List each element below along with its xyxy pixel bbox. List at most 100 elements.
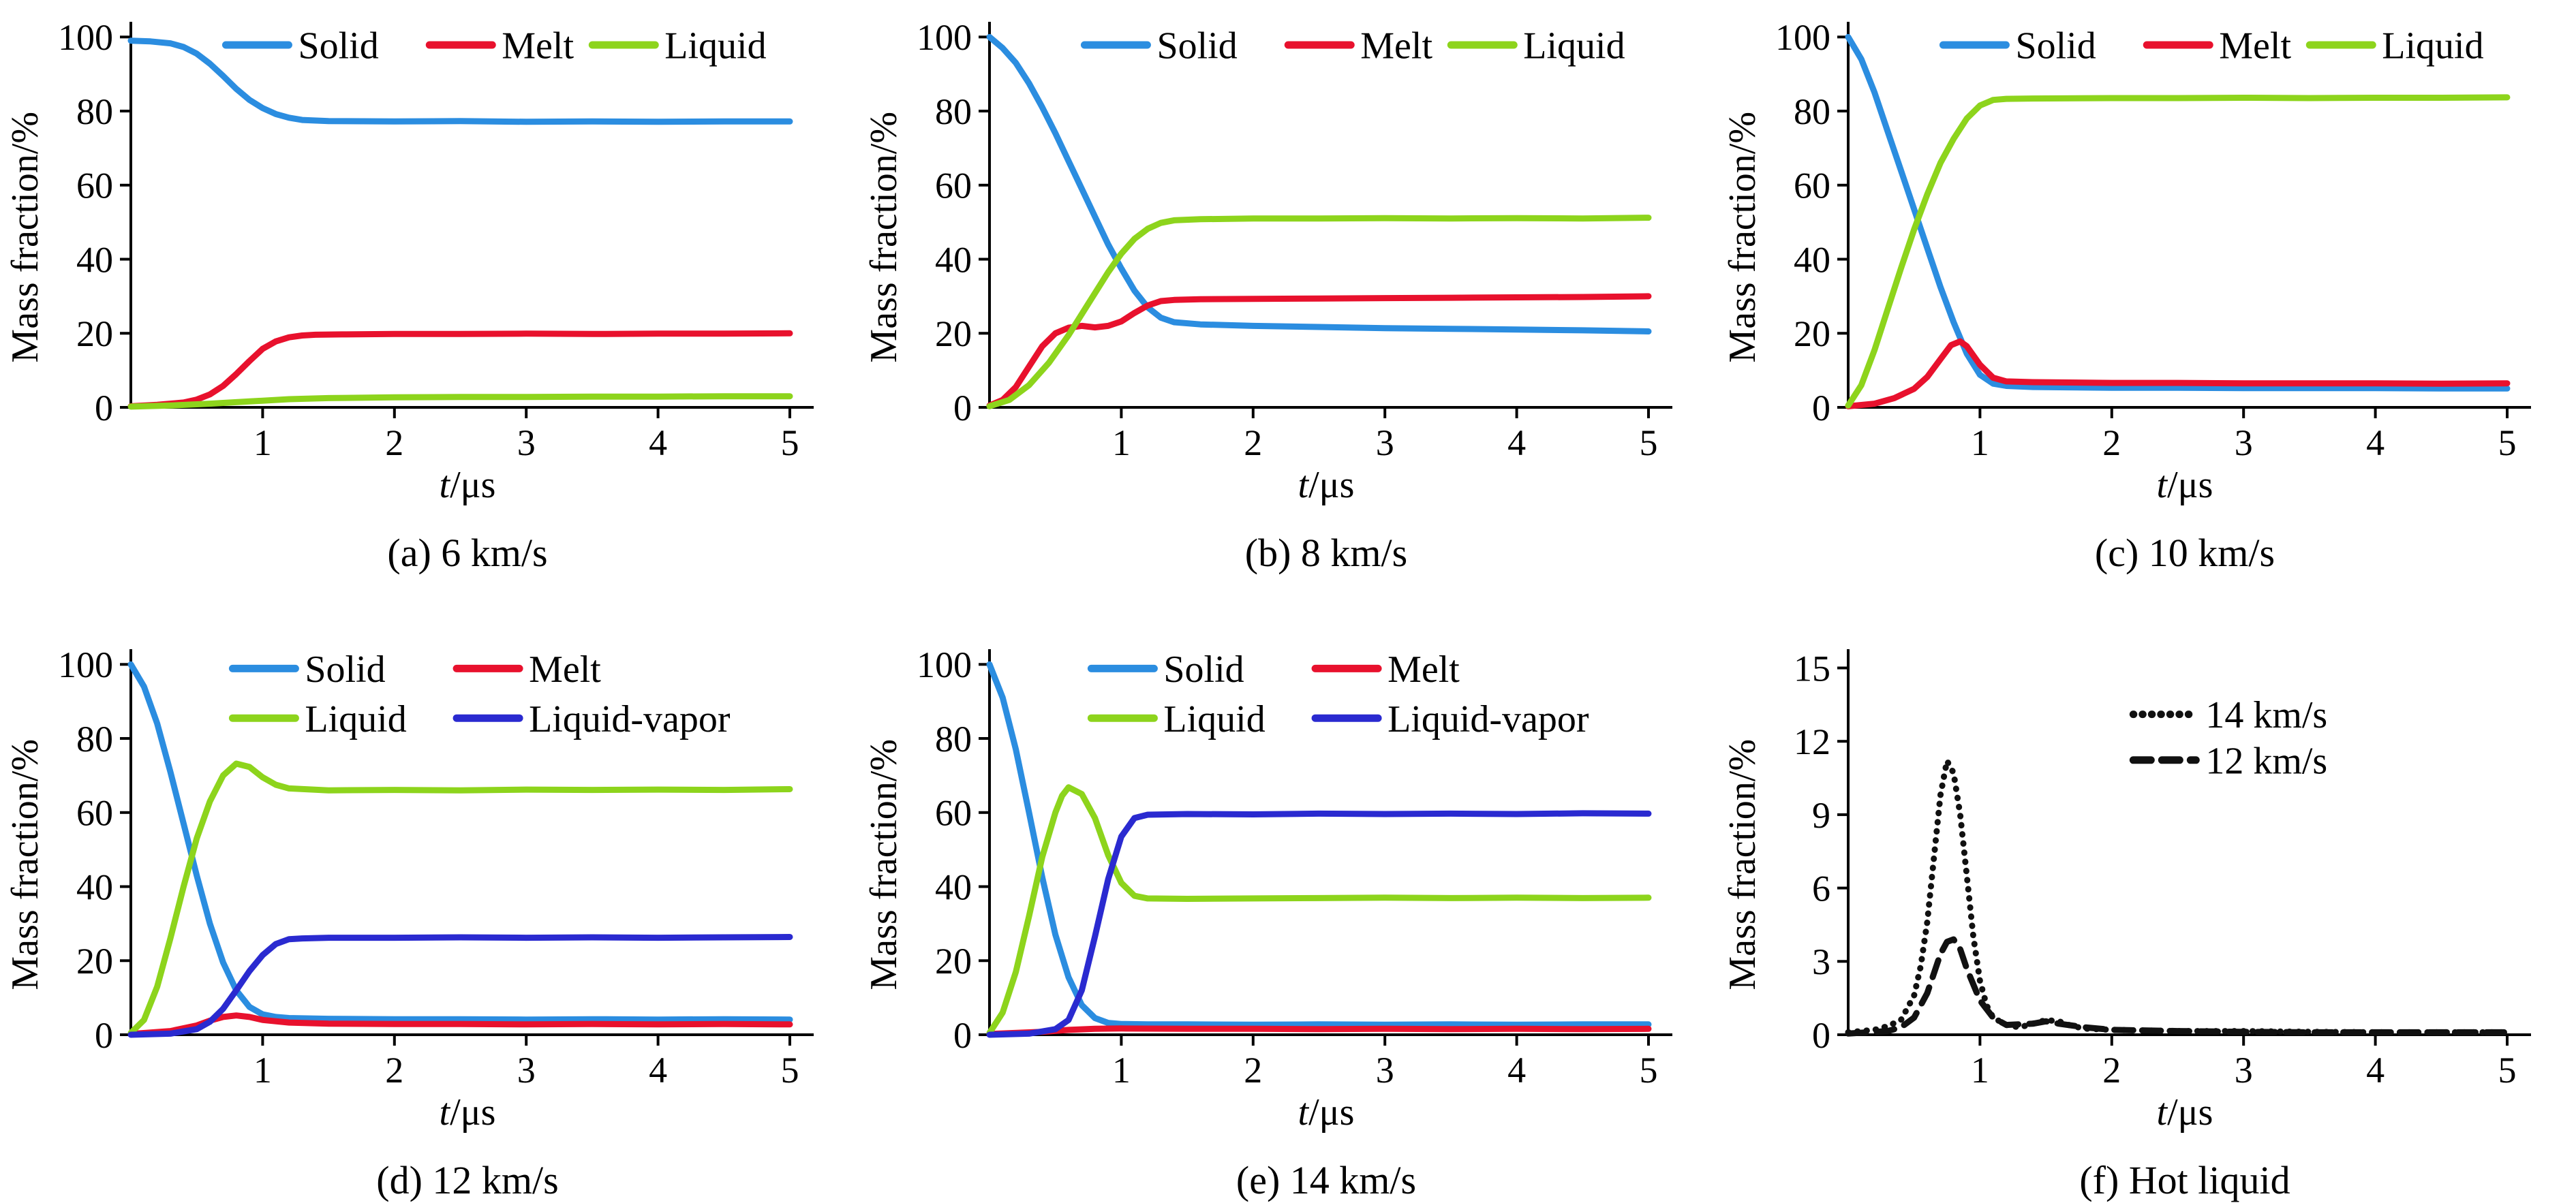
y-axis-label-wrap: Mass fraction/% [859, 12, 909, 462]
chart-area-b: Mass fraction/% 1 2 3 4 5 0 20 40 60 80 100 Solid Me… [859, 12, 1717, 462]
panel-b: Mass fraction/% 1 2 3 4 5 0 20 40 60 80 100 Solid Me… [859, 0, 1717, 599]
y-tick-label: 0 [1812, 388, 1830, 428]
y-axis-label: Mass fraction/% [1721, 111, 1764, 363]
x-axis-label-unit: /μs [450, 464, 496, 506]
x-tick-label: 4 [649, 1050, 667, 1089]
chart-d: 1 2 3 4 5 0 20 40 60 80 100 Solid Melt Liquid Liquid-v… [58, 644, 814, 1089]
series-line-liquid [1845, 94, 2511, 409]
legend-label: Melt [2219, 25, 2291, 67]
chart-c: 1 2 3 4 5 0 20 40 60 80 100 Solid Melt Liquid [1775, 17, 2531, 462]
legend-label: 14 km/s [2205, 694, 2327, 736]
legend-label: Liquid [1163, 698, 1265, 740]
x-tick-label: 2 [385, 422, 403, 462]
y-tick-label: 3 [1812, 941, 1830, 982]
y-tick-label: 40 [76, 239, 113, 280]
legend-label: Liquid-vapor [1387, 698, 1589, 740]
legend-label: Melt [1387, 649, 1460, 691]
legend-label: Liquid [305, 698, 406, 740]
panel-caption: (f) Hot liquid [2079, 1158, 2290, 1202]
panel-f: Mass fraction/% 1 2 3 4 5 0 3 6 9 12 15 14 km/s 12 k… [1717, 599, 2576, 1202]
x-tick-label: 4 [1507, 422, 1526, 462]
legend-label: Solid [305, 649, 385, 691]
x-tick-label: 3 [2235, 422, 2253, 462]
y-tick-label: 60 [935, 166, 972, 206]
x-axis-label: t/μs [1717, 463, 2576, 507]
y-axis-label: Mass fraction/% [863, 738, 905, 990]
x-axis-label-symbol: t [2156, 464, 2168, 506]
y-tick-label: 20 [76, 313, 113, 354]
x-axis-label-unit: /μs [2167, 464, 2213, 506]
y-tick-label: 0 [953, 388, 972, 428]
x-axis-label: t/μs [0, 463, 859, 507]
x-tick-label: 2 [2102, 422, 2121, 462]
x-axis-label-unit: /μs [2167, 1091, 2213, 1134]
x-tick-label: 5 [2498, 422, 2516, 462]
chart-b: 1 2 3 4 5 0 20 40 60 80 100 Solid Melt Liquid [917, 17, 1672, 462]
y-tick-label: 100 [917, 17, 972, 58]
y-tick-label: 0 [95, 388, 113, 428]
y-axis-label: Mass fraction/% [1721, 738, 1764, 990]
x-tick-label: 1 [1971, 1050, 1989, 1089]
legend-label: Solid [298, 25, 378, 67]
x-tick-label: 1 [1971, 422, 1989, 462]
panel-d: Mass fraction/% 1 2 3 4 5 0 20 40 60 80 100 Solid Me… [0, 599, 859, 1202]
y-tick-label: 80 [935, 719, 972, 760]
y-tick-label: 80 [76, 719, 113, 760]
legend-label: Liquid [664, 25, 766, 67]
x-axis-label-unit: /μs [1308, 1091, 1355, 1134]
y-tick-label: 6 [1812, 869, 1830, 909]
x-tick-label: 2 [1244, 1050, 1262, 1089]
y-tick-label: 40 [76, 866, 113, 907]
y-axis-label-wrap: Mass fraction/% [0, 12, 50, 462]
x-tick-label: 1 [254, 422, 272, 462]
x-axis-label-symbol: t [1298, 1091, 1309, 1134]
x-axis-label-symbol: t [1298, 464, 1309, 506]
chart-e: 1 2 3 4 5 0 20 40 60 80 100 Solid Melt Liquid Liquid-v… [917, 644, 1672, 1089]
y-axis-label: Mass fraction/% [863, 111, 905, 363]
chart-area-c: Mass fraction/% 1 2 3 4 5 0 20 40 60 80 100 Solid Me… [1717, 12, 2576, 462]
y-tick-label: 100 [1775, 17, 1830, 58]
x-tick-label: 5 [780, 422, 799, 462]
x-tick-label: 4 [2366, 422, 2385, 462]
y-tick-label: 20 [76, 941, 113, 982]
y-tick-label: 0 [1812, 1015, 1830, 1056]
y-tick-label: 100 [917, 644, 972, 685]
x-axis-label: t/μs [859, 1091, 1717, 1134]
y-tick-label: 100 [58, 17, 113, 58]
y-tick-label: 60 [1794, 166, 1830, 206]
x-tick-label: 1 [1112, 422, 1131, 462]
series-line-liquid [986, 784, 1652, 1036]
legend-label: Melt [502, 25, 574, 67]
y-tick-label: 9 [1812, 795, 1830, 836]
y-tick-label: 80 [1794, 91, 1830, 132]
x-axis-label-symbol: t [439, 464, 450, 506]
series-line-melt [986, 1025, 1652, 1037]
x-tick-label: 2 [2102, 1050, 2121, 1089]
x-tick-label: 1 [254, 1050, 272, 1089]
legend-label: Solid [1163, 649, 1244, 691]
chart-a: 1 2 3 4 5 0 20 40 60 80 100 Solid Melt Liquid [58, 17, 814, 462]
series-line-solid [986, 33, 1652, 334]
y-axis-label-wrap: Mass fraction/% [0, 640, 50, 1089]
panel-a: Mass fraction/% 1 2 3 4 5 0 20 40 60 80 100 Solid Me… [0, 0, 859, 599]
panel-caption: (d) 12 km/s [376, 1158, 559, 1202]
y-tick-label: 0 [953, 1015, 972, 1056]
y-tick-label: 80 [76, 91, 113, 132]
x-tick-label: 5 [780, 1050, 799, 1089]
y-axis-label-wrap: Mass fraction/% [859, 640, 909, 1089]
x-tick-label: 5 [1639, 422, 1657, 462]
series-line-melt [127, 330, 793, 409]
x-tick-label: 1 [1112, 1050, 1131, 1089]
legend-label: Solid [1156, 25, 1237, 67]
x-tick-label: 3 [1376, 1050, 1394, 1089]
y-tick-label: 60 [76, 793, 113, 834]
chart-area-e: Mass fraction/% 1 2 3 4 5 0 20 40 60 80 100 Solid Me… [859, 640, 1717, 1089]
chart-area-f: Mass fraction/% 1 2 3 4 5 0 3 6 9 12 15 14 km/s 12 k… [1717, 640, 2576, 1089]
panel-e: Mass fraction/% 1 2 3 4 5 0 20 40 60 80 100 Solid Me… [859, 599, 1717, 1202]
series-line-liquid [127, 760, 793, 1036]
x-axis-label-symbol: t [2156, 1091, 2168, 1134]
chart-area-a: Mass fraction/% 1 2 3 4 5 0 20 40 60 80 100 Solid Me… [0, 12, 859, 462]
y-axis-label-wrap: Mass fraction/% [1717, 12, 1768, 462]
x-tick-label: 2 [385, 1050, 403, 1089]
